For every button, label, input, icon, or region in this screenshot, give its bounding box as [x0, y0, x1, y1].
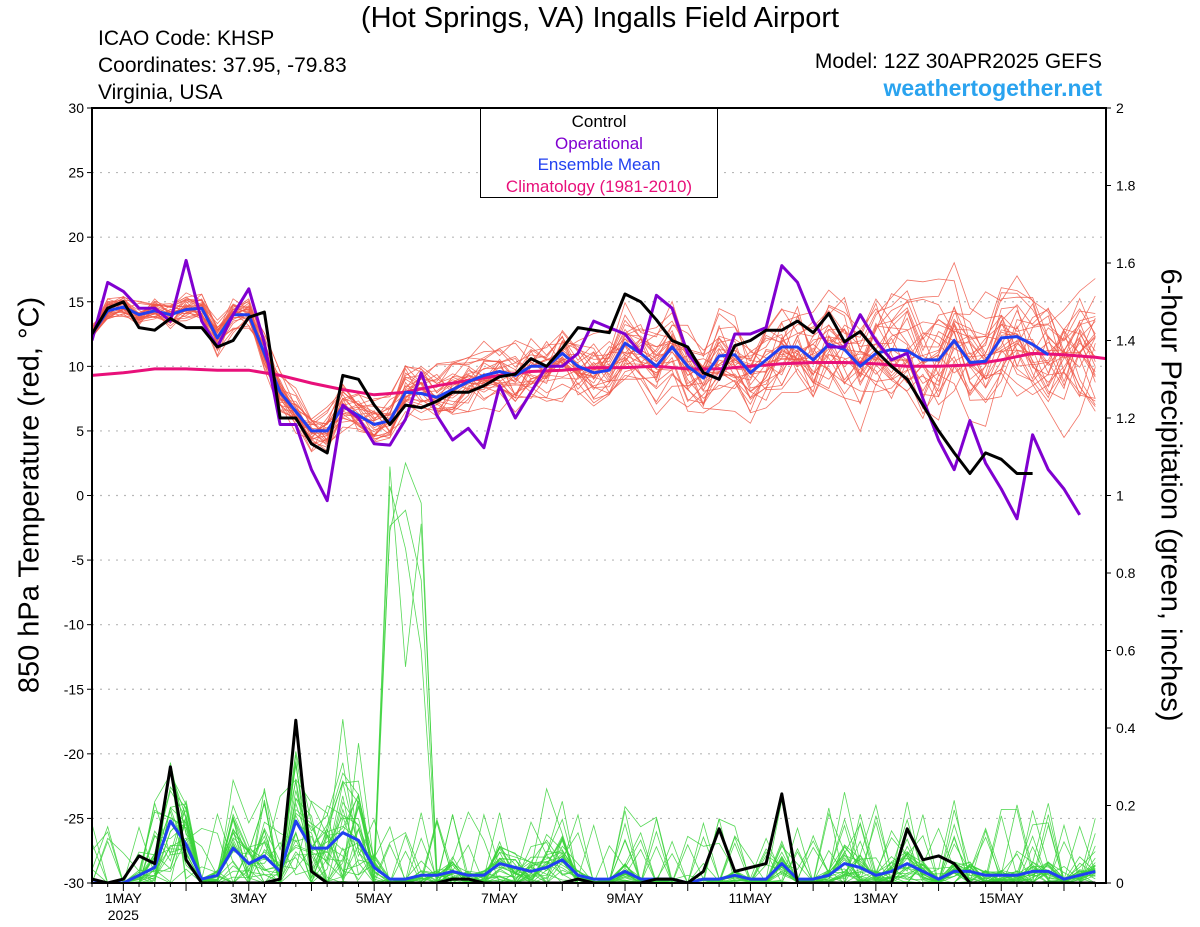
precip-member-line [92, 768, 1096, 883]
main-series [92, 258, 1106, 883]
right-axis-title: 6-hour Precipitation (green, inches) [1154, 268, 1187, 722]
right-tick-label: 1.2 [1116, 410, 1136, 426]
chart-title: (Hot Springs, VA) Ingalls Field Airport [360, 2, 840, 34]
x-tick-label: 7MAY [481, 890, 519, 906]
left-tick-label: 30 [68, 100, 84, 116]
left-tick-label: 10 [68, 358, 84, 374]
right-tick-label: 1.4 [1116, 333, 1136, 349]
temp-member-line [92, 298, 1096, 436]
x-tick-label: 1MAY [105, 890, 143, 906]
temp-member-line [92, 292, 1096, 453]
precip-member-line [92, 765, 1096, 883]
left-tick-label: -15 [64, 681, 84, 697]
left-tick-label: 15 [68, 294, 84, 310]
x-tick-label: 3MAY [230, 890, 268, 906]
legend-climatology: Climatology (1981-2010) [505, 176, 693, 196]
temp-control-line [92, 292, 1033, 475]
model-label: Model: 12Z 30APR2025 GEFS [814, 50, 1102, 73]
precip-ensemble-mean-line [92, 819, 1096, 883]
temp-member-line [92, 305, 1096, 443]
x-tick-label: 11MAY [729, 890, 773, 906]
left-tick-label: -30 [64, 875, 84, 891]
left-tick-label: -10 [64, 617, 84, 633]
site-link[interactable]: weathertogether.net [883, 75, 1102, 101]
right-tick-label: 1.6 [1116, 255, 1136, 271]
right-tick-label: 1 [1116, 488, 1124, 504]
precip-member-line [92, 719, 1096, 883]
x-axis: 1MAY 3MAY 5MAY 7MAY 9MAY 11MAY 13MAY 15MAY 2025 [91, 883, 1096, 923]
right-tick-label: 0.8 [1116, 565, 1136, 581]
precip-member-line [92, 769, 1096, 883]
right-tick-label: 0.6 [1116, 643, 1136, 659]
location: Virginia, USA [98, 81, 223, 104]
icao-code: ICAO Code: KHSP [98, 27, 275, 50]
left-tick-label: -5 [72, 552, 85, 568]
legend-control: Control [571, 112, 627, 131]
left-axis-title: 850 hPa Temperature (red, °C) [13, 296, 46, 694]
precip-member-line [92, 805, 1096, 883]
left-tick-label: 5 [76, 423, 84, 439]
legend-operational: Operational [555, 133, 643, 153]
x-tick-label: 5MAY [356, 890, 394, 906]
right-tick-label: 0 [1116, 875, 1124, 891]
precip-member-line [92, 789, 1096, 883]
legend: Control Operational Ensemble Mean Climat… [480, 108, 718, 198]
right-tick-label: 0.2 [1116, 798, 1136, 814]
left-axis: 30 25 20 15 10 5 0 -5 -10 -15 -20 -25 -30 [64, 100, 92, 891]
legend-ensemble-mean: Ensemble Mean [537, 155, 661, 174]
left-tick-label: -20 [64, 746, 84, 762]
x-tick-label: 13MAY [853, 890, 899, 906]
left-tick-label: 25 [68, 165, 84, 181]
precip-member-line [92, 797, 1096, 883]
right-tick-label: 2 [1116, 100, 1124, 116]
left-tick-label: 0 [76, 488, 84, 504]
left-tick-label: -25 [64, 810, 84, 826]
x-tick-label: 15MAY [979, 890, 1025, 906]
x-year-label: 2025 [108, 907, 139, 923]
right-tick-label: 1.8 [1116, 178, 1136, 194]
precip-member-line [92, 815, 1096, 883]
precip-control-line [92, 718, 1096, 883]
right-tick-label: 0.4 [1116, 720, 1136, 736]
coordinates: Coordinates: 37.95, -79.83 [98, 54, 347, 77]
x-tick-label: 9MAY [606, 890, 644, 906]
right-axis: 2 1.8 1.6 1.4 1.2 1 0.8 0.6 0.4 0.2 0 [1106, 100, 1136, 891]
left-tick-label: 20 [68, 229, 84, 245]
